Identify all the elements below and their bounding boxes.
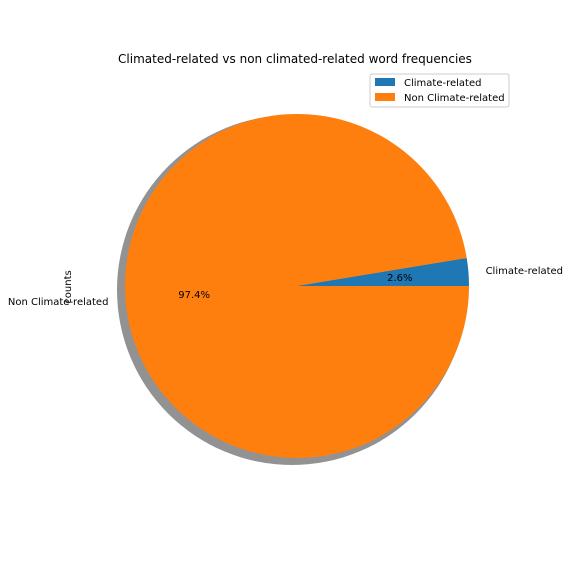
legend-swatch-non-climate-related xyxy=(375,93,395,101)
category-label-climate-related: Climate-related xyxy=(486,266,563,277)
pie-labels: 2.6% Climate-related 97.4% Non Climate-rela… xyxy=(8,266,563,308)
category-label-non-climate-related: Non Climate-related xyxy=(8,297,109,308)
legend-label-non-climate-related: Non Climate-related xyxy=(404,93,505,104)
pie-slice-non-climate-related xyxy=(124,113,469,458)
y-axis-label: counts xyxy=(63,270,74,303)
pie-slice-climate-related xyxy=(297,258,469,286)
legend-label-climate-related: Climate-related xyxy=(404,78,481,89)
chart-title: Climated-related vs non climated-related… xyxy=(118,52,472,66)
legend-frame xyxy=(369,73,510,108)
legend-swatch-climate-related xyxy=(375,78,395,86)
pct-label-climate-related: 2.6% xyxy=(387,273,412,284)
pct-label-non-climate-related: 97.4% xyxy=(178,290,210,301)
pie-slices xyxy=(124,113,469,458)
legend: Climate-related Non Climate-related xyxy=(369,73,510,108)
